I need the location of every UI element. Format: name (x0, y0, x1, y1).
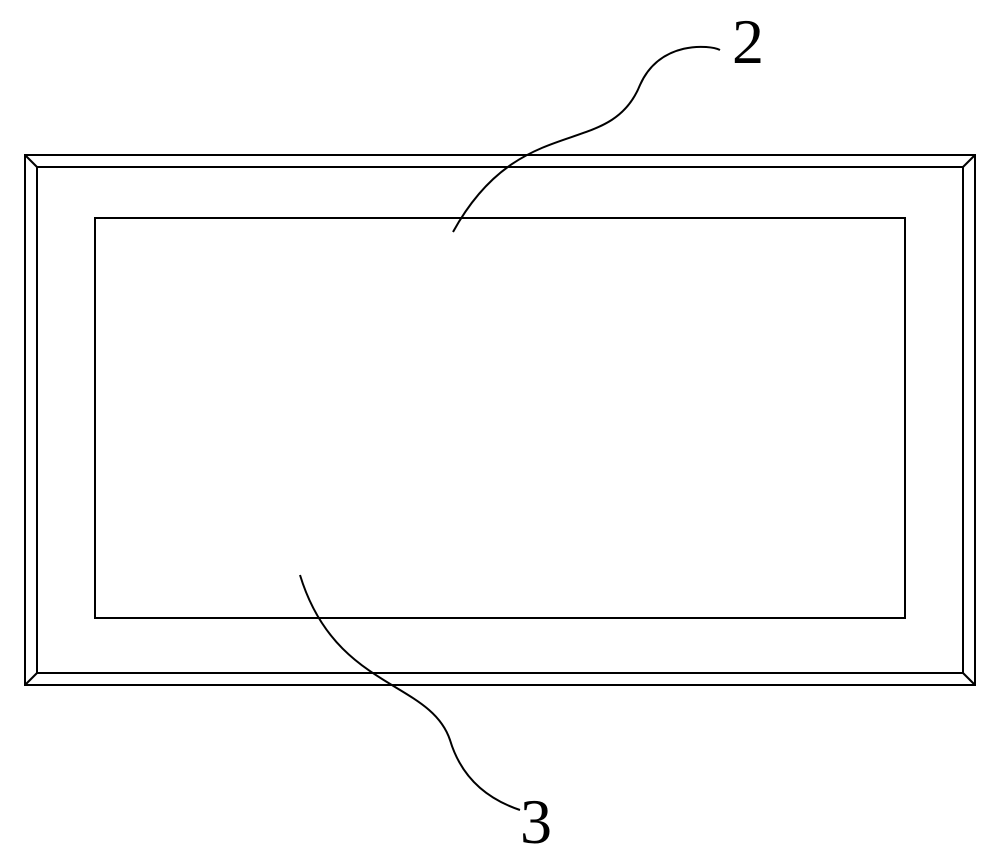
bevel-corner-tl (25, 155, 37, 167)
inner-rectangle (95, 218, 905, 618)
diagram-canvas: 2 3 (0, 0, 1000, 868)
callout-label-3: 3 (520, 790, 552, 854)
outer-frame-inner (37, 167, 963, 673)
bevel-corner-br (963, 673, 975, 685)
leader-line-2 (453, 47, 720, 232)
callout-label-2: 2 (732, 10, 764, 74)
leader-line-3 (300, 575, 520, 810)
svg-stroke-group (25, 47, 975, 810)
bevel-corner-bl (25, 673, 37, 685)
diagram-svg (0, 0, 1000, 868)
bevel-corner-tr (963, 155, 975, 167)
outer-frame-outer (25, 155, 975, 685)
